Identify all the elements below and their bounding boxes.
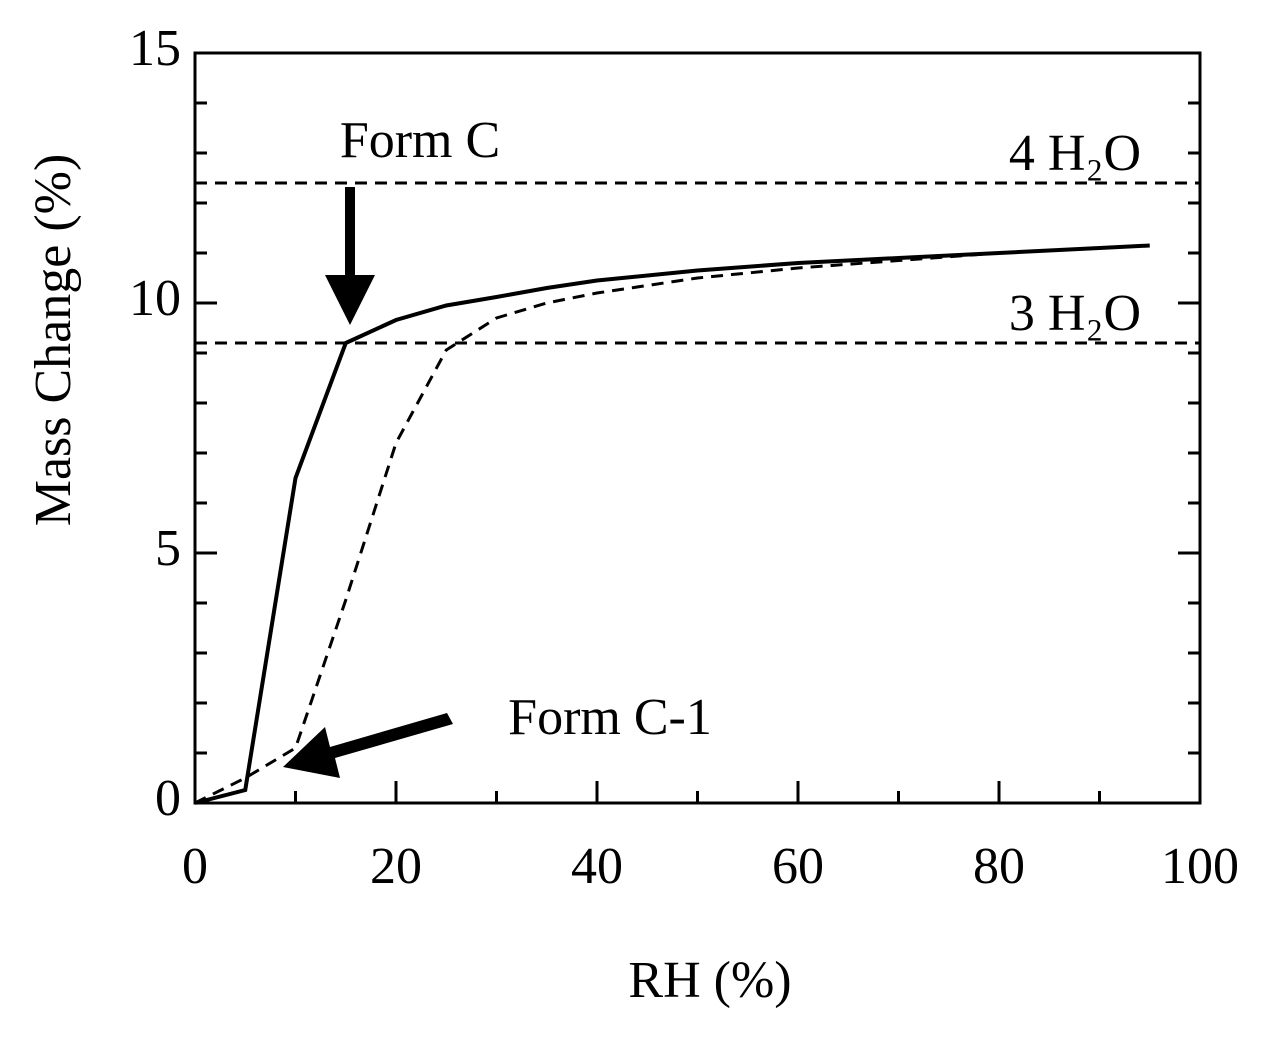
reference-label: 3 H₂O [1009,285,1141,342]
x-tick-label: 100 [1161,838,1239,895]
reference-label: 4 H₂O [1009,125,1141,182]
y-tick-label: 0 [155,770,181,827]
arrow [325,187,375,325]
series-line [194,243,1150,805]
y-tick-label: 10 [129,270,181,327]
arrow [283,713,453,778]
x-axis-title: RH (%) [628,952,791,1009]
annotation: Form C-1 [508,689,712,746]
x-tick-label: 60 [772,838,824,895]
y-axis-title: Mass Change (%) [25,154,82,527]
x-tick-label: 40 [571,838,623,895]
y-tick-label: 15 [129,20,181,77]
annotation: Form C [340,112,500,169]
x-tick-label: 80 [973,838,1025,895]
y-tick-label: 5 [155,520,181,577]
series-line [194,244,1150,805]
x-tick-label: 0 [182,838,208,895]
x-tick-label: 20 [370,838,422,895]
